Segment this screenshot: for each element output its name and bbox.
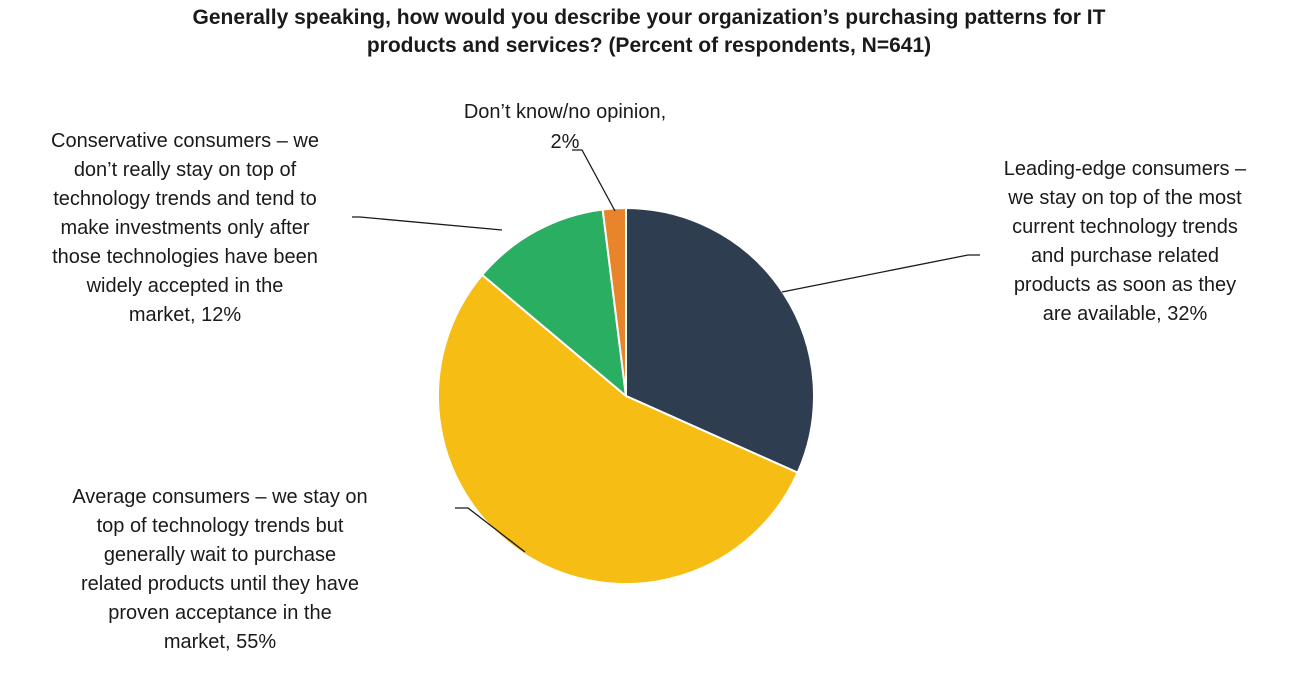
label-conservative: Conservative consumers – we don’t really… [5, 127, 365, 330]
label-line: widely accepted in the [86, 275, 284, 297]
pie-slice [625, 206, 815, 474]
leader-line [572, 149, 616, 212]
label-line: those technologies have been [52, 246, 318, 268]
label-line: current technology trends [1012, 216, 1238, 238]
label-average: Average consumers – we stay on top of te… [50, 483, 390, 657]
label-line: Conservative consumers – we [51, 130, 319, 152]
label-line: top of technology trends but [96, 515, 344, 537]
leader-line [352, 216, 503, 231]
pie-slice [480, 208, 628, 399]
label-line: make investments only after [60, 217, 310, 239]
label-leading-edge: Leading-edge consumers – we stay on top … [955, 155, 1295, 329]
label-line: market, 12% [128, 304, 242, 326]
label-dont-know: Don’t know/no opinion, 2% [370, 97, 760, 157]
leader-line [455, 507, 526, 553]
label-line: Leading-edge consumers – [1003, 158, 1247, 180]
label-line: are available, 32% [1042, 303, 1208, 325]
chart-title: Generally speaking, how would you descri… [0, 4, 1298, 60]
label-line: and purchase related [1031, 245, 1219, 267]
label-line: generally wait to purchase [103, 544, 337, 566]
label-line: proven acceptance in the [108, 602, 332, 624]
leader-line [781, 254, 980, 293]
pie-slice [437, 273, 799, 585]
label-line: we stay on top of the most [1008, 187, 1242, 209]
label-line: don’t really stay on top of [73, 159, 297, 181]
label-line: products as soon as they [1013, 274, 1237, 296]
label-line: market, 55% [163, 631, 277, 653]
label-line: 2% [550, 131, 580, 153]
label-line: Average consumers – we stay on [72, 486, 368, 508]
label-line: technology trends and tend to [53, 188, 317, 210]
label-line: Don’t know/no opinion, [463, 101, 667, 123]
label-line: related products until they have [81, 573, 359, 595]
chart-title-line-1: Generally speaking, how would you descri… [192, 6, 1106, 29]
chart-title-line-2: products and services? (Percent of respo… [366, 34, 932, 57]
